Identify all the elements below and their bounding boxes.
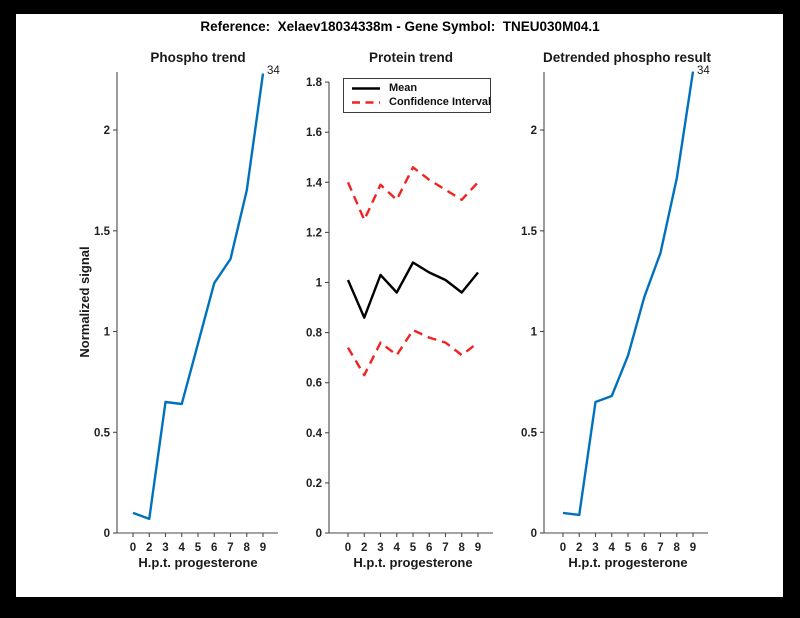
figure-title: Reference: Xelaev18034338m - Gene Symbol… — [200, 19, 600, 34]
legend-row-ci: Confidence Interval — [351, 95, 492, 108]
x-tick-label: 3 — [377, 542, 383, 554]
x-tick-label: 4 — [179, 542, 186, 554]
x-tick-label: 0 — [345, 542, 351, 554]
y-tick-label: 1 — [531, 327, 538, 339]
x-tick-label: 8 — [674, 542, 681, 554]
ci-upper-line — [346, 166, 479, 222]
x-tick-label: 2 — [146, 542, 152, 554]
y-tick-label: 2 — [531, 125, 537, 137]
x-tick-label: 9 — [475, 542, 481, 554]
y-tick-label: 2 — [104, 125, 110, 137]
x-tick-label: 6 — [641, 542, 647, 554]
subplot-1: 00.511.520 2 3 4 5 6 7 8 9 — [94, 72, 278, 554]
x-tick-label: 7 — [442, 542, 448, 554]
y-axis-label: Normalized signal — [77, 246, 92, 357]
x-tick-label: 4 — [394, 542, 401, 554]
x-tick-label: 5 — [625, 542, 632, 554]
x-tick-label: 3 — [162, 542, 168, 554]
x-tick-label: 5 — [410, 542, 417, 554]
subplot3-title: Detrended phospho result — [542, 50, 712, 65]
legend-row-mean: Mean — [351, 83, 490, 94]
x-tick-label: 7 — [657, 542, 663, 554]
subplot3-max-annotation: 34 — [697, 65, 710, 77]
mean-line — [346, 261, 479, 319]
y-tick-label: 0.8 — [306, 328, 323, 340]
x-tick-label: 9 — [690, 542, 696, 554]
legend-label-mean: Mean — [389, 82, 418, 95]
x-tick-label: 7 — [227, 542, 233, 554]
subplot-3: 00.511.520 2 3 4 5 6 7 8 9 — [521, 71, 708, 554]
x-tick-label: 6 — [426, 542, 432, 554]
y-tick-label: 1.6 — [306, 127, 322, 139]
x-tick-label: 2 — [576, 542, 582, 554]
y-tick-label: 0.5 — [521, 427, 538, 439]
y-tick-label: 0.6 — [306, 378, 322, 390]
y-tick-label: 0.5 — [94, 427, 111, 439]
axis-lines — [328, 82, 493, 534]
y-tick-label: 1 — [104, 327, 111, 339]
x-tick-label: 8 — [459, 542, 466, 554]
subplot1-title: Phospho trend — [150, 50, 246, 65]
y-tick-label: 1 — [316, 278, 323, 290]
y-tick-label: 0.4 — [306, 428, 323, 440]
y-tick-label: 1.5 — [94, 226, 111, 238]
detrended-line — [562, 71, 695, 517]
x-tick-label: 9 — [260, 542, 266, 554]
y-tick-label: 1.2 — [306, 227, 322, 239]
y-tick-label: 0.2 — [306, 478, 322, 490]
y-tick-label: 1.5 — [521, 226, 538, 238]
x-tick-label: 0 — [130, 542, 136, 554]
subplot-2: 00.20.40.60.811.21.41.61.80 2 3 4 5 6 7 8 9 — [306, 77, 493, 554]
x-tick-label: 5 — [195, 542, 202, 554]
x-tick-label: 4 — [609, 542, 616, 554]
subplot2-xlabel: H.p.t. progesterone — [353, 555, 473, 570]
y-tick-label: 0 — [104, 528, 110, 540]
y-tick-label: 0 — [531, 528, 537, 540]
legend-box: Mean Confidence Interval — [343, 78, 491, 113]
x-tick-label: 3 — [592, 542, 598, 554]
ci-lower-line — [346, 328, 479, 377]
phospho-line — [132, 73, 265, 521]
subplot2-title: Protein trend — [368, 50, 454, 65]
y-tick-label: 1.8 — [306, 77, 323, 89]
subplot1-max-annotation: 34 — [267, 65, 280, 77]
legend-label-ci: Confidence Interval — [389, 95, 492, 108]
y-tick-label: 0 — [316, 528, 322, 540]
x-tick-label: 0 — [560, 542, 566, 554]
x-tick-label: 6 — [211, 542, 217, 554]
y-tick-label: 1.4 — [306, 177, 323, 189]
subplot3-xlabel: H.p.t. progesterone — [568, 555, 688, 570]
subplot1-xlabel: H.p.t. progesterone — [138, 555, 258, 570]
x-tick-label: 8 — [244, 542, 251, 554]
x-tick-label: 2 — [361, 542, 367, 554]
